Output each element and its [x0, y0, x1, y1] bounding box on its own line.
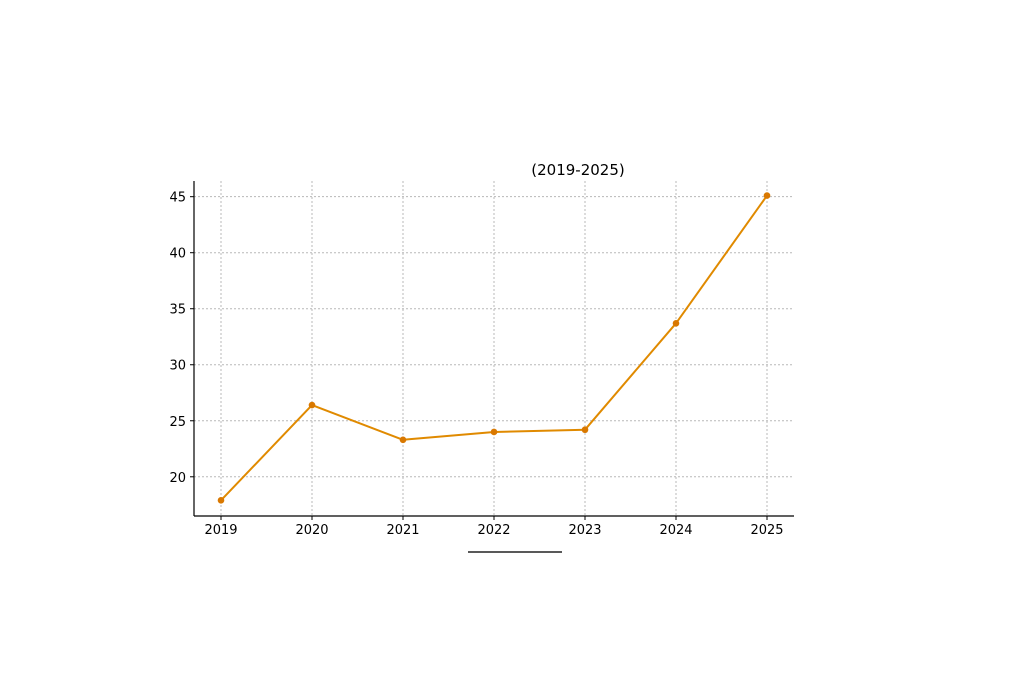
y-tick-label: 25 [169, 415, 186, 430]
x-tick-label: 2022 [477, 523, 510, 538]
x-tick-label: 2025 [750, 523, 783, 538]
y-tick-label: 30 [169, 359, 186, 374]
grid [194, 181, 794, 516]
y-axis-ticks: 20 25 30 35 40 45 [169, 191, 194, 486]
chart-title: (2019-2025) [531, 161, 624, 179]
data-point [672, 319, 680, 327]
y-tick-label: 45 [169, 191, 186, 206]
data-point [217, 497, 225, 504]
series [217, 192, 771, 504]
x-tick-label: 2023 [568, 523, 601, 538]
y-tick-label: 20 [169, 471, 186, 486]
x-axis-ticks: 2019 2020 2021 2022 2023 2024 2025 [204, 516, 784, 538]
data-point [399, 436, 407, 444]
x-tick-label: 2020 [295, 523, 328, 538]
y-tick-label: 40 [169, 247, 186, 262]
data-point [581, 426, 589, 434]
y-tick-label: 35 [169, 303, 186, 318]
x-tick-label: 2021 [386, 523, 419, 538]
x-tick-label: 2019 [204, 523, 237, 538]
x-tick-label: 2024 [659, 523, 692, 538]
data-point [490, 428, 498, 436]
data-point [308, 401, 316, 409]
data-point [763, 192, 771, 199]
